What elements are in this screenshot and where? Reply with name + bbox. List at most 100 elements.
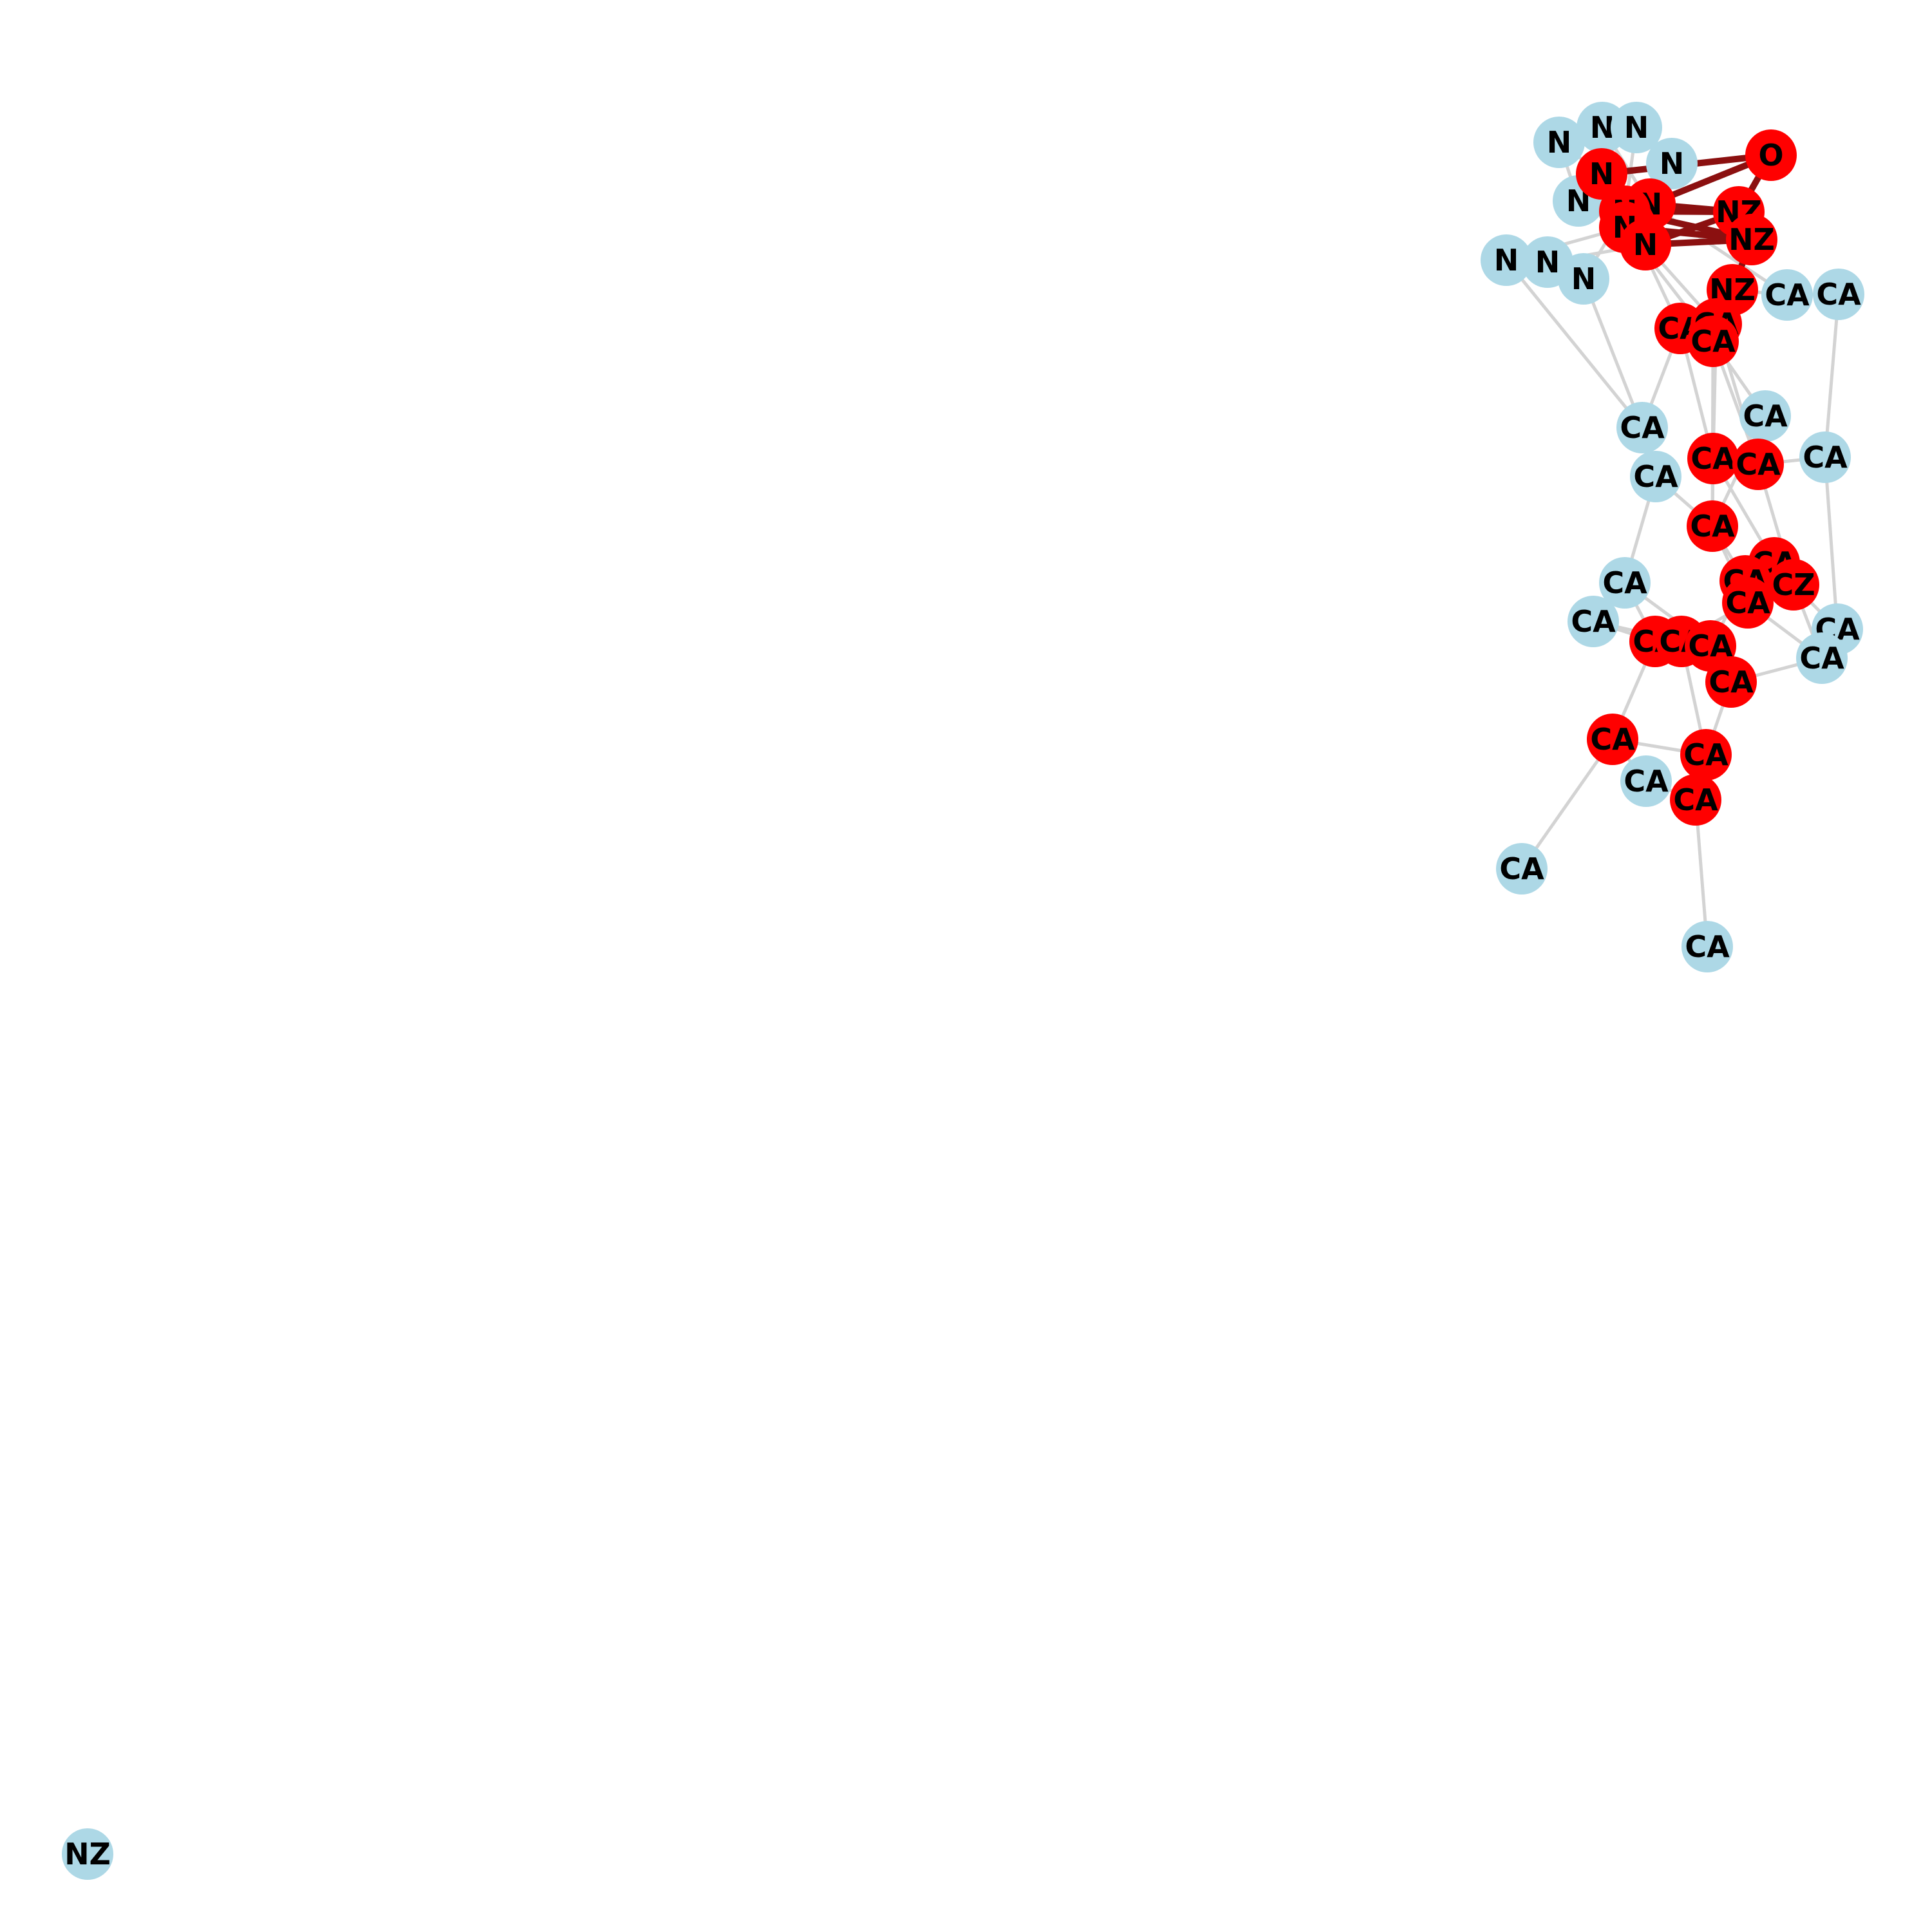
node-label: N	[1660, 146, 1685, 181]
node-label: CA	[1725, 585, 1770, 620]
node-label: CA	[1499, 851, 1544, 886]
graph-node-nz4: NZ	[62, 1828, 113, 1880]
node-circle	[1796, 632, 1848, 684]
node-label: CA	[1673, 782, 1718, 817]
graph-node-o1: O	[1745, 129, 1797, 181]
highlighted-node-circle	[1576, 148, 1627, 200]
graph-node-ca12: CA	[1687, 500, 1738, 552]
node-label: CA	[1602, 565, 1647, 600]
node-circle	[1481, 234, 1532, 286]
node-label: N	[1633, 227, 1658, 262]
node-label: CA	[1690, 324, 1736, 359]
node-label: CA	[1765, 278, 1810, 312]
node-label: N	[1590, 110, 1615, 145]
node-circle	[1799, 431, 1851, 483]
highlighted-node-circle	[1670, 774, 1721, 826]
highlighted-node-circle	[1687, 433, 1739, 484]
graph-node-cz1: CZ	[1768, 559, 1819, 611]
highlighted-node-circle	[1726, 214, 1777, 265]
graph-node-ca5: CA	[1687, 316, 1739, 367]
graph-node-n3: N	[1611, 102, 1662, 153]
graph-node-ca25: CA	[1680, 729, 1732, 781]
node-circle	[1567, 596, 1619, 647]
node-label: N	[1535, 245, 1560, 279]
graph-node-ca28: CA	[1496, 843, 1548, 895]
node-circle	[1611, 102, 1662, 153]
node-circle	[1761, 269, 1813, 321]
graph-node-n4: N	[1646, 138, 1698, 189]
node-label: CA	[1799, 641, 1844, 676]
node-label: N	[1589, 156, 1615, 191]
graph-node-ca2: CA	[1813, 269, 1864, 320]
graph-node-ca7: CA	[1616, 402, 1668, 453]
edge	[1582, 278, 1644, 428]
graph-node-ca17: CA	[1567, 596, 1619, 647]
edge	[1823, 294, 1841, 458]
graph-node-ca9: CA	[1687, 433, 1739, 484]
edge	[1520, 738, 1615, 870]
graph-node-ca26: CA	[1620, 755, 1672, 807]
highlighted-node-circle	[1620, 219, 1671, 270]
node-label: CA	[1620, 410, 1665, 445]
node-circle	[1739, 390, 1791, 442]
node-circle	[1616, 402, 1668, 453]
graph-node-ca23: CA	[1705, 656, 1757, 708]
node-circle	[1813, 269, 1864, 320]
node-circle	[62, 1828, 113, 1880]
node-label: N	[1494, 243, 1519, 278]
highlighted-node-circle	[1768, 559, 1819, 611]
node-circle	[1630, 451, 1681, 502]
graph-node-n1: N	[1533, 117, 1585, 168]
node-label: NZ	[1728, 222, 1775, 257]
node-label: CA	[1571, 604, 1616, 639]
node-label: N	[1571, 261, 1596, 296]
node-label: O	[1758, 138, 1783, 173]
highlighted-node-circle	[1687, 316, 1739, 367]
edge	[1505, 259, 1643, 429]
node-label: CA	[1683, 737, 1728, 772]
node-label: CA	[1736, 447, 1781, 482]
graph-node-ca6: CA	[1739, 390, 1791, 442]
highlighted-node-circle	[1687, 500, 1738, 552]
highlighted-node-circle	[1745, 129, 1797, 181]
node-circle	[1558, 253, 1609, 305]
node-label: CA	[1803, 440, 1848, 475]
graph-node-ca1: CA	[1761, 269, 1813, 321]
node-label: N	[1624, 110, 1649, 145]
node-circle	[1620, 755, 1672, 807]
highlighted-node-circle	[1705, 656, 1757, 708]
graph-node-nz2: NZ	[1726, 214, 1777, 265]
node-label: CA	[1590, 722, 1635, 757]
node-label: CA	[1816, 277, 1861, 312]
highlighted-node-circle	[1587, 714, 1638, 765]
graph-node-n13: N	[1620, 219, 1671, 270]
node-label: N	[1547, 125, 1572, 160]
graph-node-ca8: CA	[1799, 431, 1851, 483]
node-circle	[1646, 138, 1698, 189]
node-circle	[1533, 117, 1585, 168]
node-label: NZ	[64, 1837, 111, 1871]
node-circle	[1599, 557, 1651, 609]
node-label: CA	[1690, 441, 1736, 476]
highlighted-node-circle	[1732, 439, 1784, 490]
graph-node-ca19: CA	[1796, 632, 1848, 684]
node-circle	[1681, 921, 1733, 972]
node-label: CZ	[1772, 567, 1815, 602]
node-circle	[1496, 843, 1548, 895]
graph-node-ca29: CA	[1681, 921, 1733, 972]
graph-node-ca16: CA	[1599, 557, 1651, 609]
graph-node-ca24: CA	[1587, 714, 1638, 765]
node-label: CA	[1743, 399, 1788, 433]
node-label: CA	[1624, 764, 1669, 799]
graph-node-ca11: CA	[1630, 451, 1681, 502]
graph-node-n6: N	[1481, 234, 1532, 286]
graph-node-n8: N	[1558, 253, 1609, 305]
edge	[1823, 457, 1839, 630]
node-label: CA	[1685, 929, 1730, 964]
node-label: CA	[1690, 509, 1735, 544]
highlighted-node-circle	[1722, 577, 1774, 629]
node-label: CA	[1709, 665, 1754, 699]
graph-node-n9: N	[1576, 148, 1627, 200]
